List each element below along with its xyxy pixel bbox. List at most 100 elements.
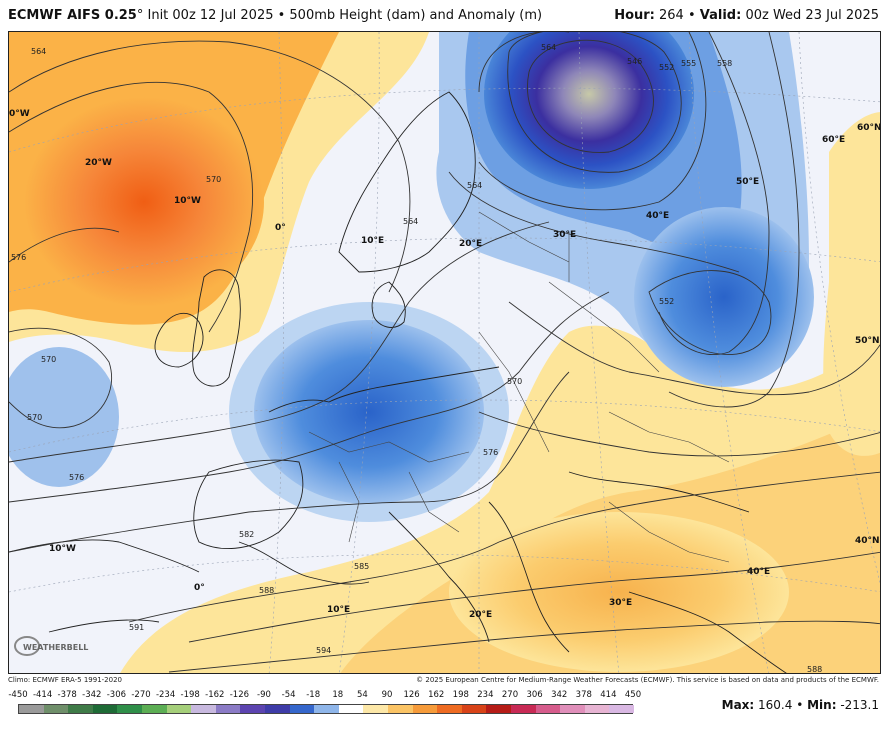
contour-label-group: 564 570 576 570 564 570 576 564 546 552 … xyxy=(11,43,822,674)
colorbar-tick-label: 126 xyxy=(403,690,420,700)
longitude-label: 40°E xyxy=(646,211,669,221)
longitude-label: 20°E xyxy=(469,610,492,620)
colorbar-segment xyxy=(388,705,414,713)
colorbar-segment xyxy=(43,705,69,713)
positive-anomaly-east xyxy=(823,112,880,456)
colorbar-tick-label: 162 xyxy=(428,690,445,700)
colorbar-tick-label: -90 xyxy=(257,690,271,700)
colorbar-tick-label: 234 xyxy=(477,690,494,700)
colorbar-segment xyxy=(363,705,389,713)
trough-center-scandinavia xyxy=(484,32,694,189)
contour-label: 594 xyxy=(316,646,331,655)
longitude-label: 30°E xyxy=(553,230,576,240)
max-label: Max: xyxy=(721,698,755,712)
trough-center-central-europe xyxy=(254,320,484,504)
negative-anomaly-west xyxy=(9,347,119,487)
colorbar-tick-label: 306 xyxy=(526,690,543,700)
colorbar-tick-label: 342 xyxy=(551,690,568,700)
contour-label: 564 xyxy=(467,181,482,190)
contour-label: 555 xyxy=(681,59,696,68)
colorbar-tick-label: -234 xyxy=(155,690,176,700)
colorbar-segment xyxy=(68,705,94,713)
contour-label: 564 xyxy=(541,43,556,52)
colorbar-segment xyxy=(215,705,241,713)
colorbar-segment xyxy=(437,705,463,713)
colorbar-segment xyxy=(535,705,561,713)
graticule xyxy=(9,32,880,673)
colorbar-tick-label: -54 xyxy=(281,690,296,700)
contour-label: 546 xyxy=(627,57,642,66)
init-and-field: Init 00z 12 Jul 2025 • 500mb Height (dam… xyxy=(143,8,543,23)
colorbar-segment xyxy=(142,705,168,713)
longitude-label: 10°E xyxy=(327,605,350,615)
contour-label: 591 xyxy=(129,623,144,632)
contour-label: 552 xyxy=(659,63,674,72)
colorbar-tick-label: 270 xyxy=(501,690,519,700)
max-min-stats: Max: 160.4 • Min: -213.1 xyxy=(722,698,879,712)
min-label: Min: xyxy=(807,698,837,712)
colorbar-tick-labels: -450 -414 -378 -342 -306 -270 -234 -198 -162 -126… xyxy=(8,690,642,702)
contour-label: 570 xyxy=(41,355,56,364)
climo-note: Climo: ECMWF ERA-5 1991-2020 xyxy=(8,676,122,684)
longitude-label: 40°E xyxy=(747,567,770,577)
header: ECMWF AIFS 0.25° Init 00z 12 Jul 2025 • … xyxy=(0,0,889,30)
longitude-label: 0° xyxy=(194,583,205,593)
copyright-note: © 2025 European Centre for Medium-Range … xyxy=(416,676,879,684)
contour-label: 588 xyxy=(807,665,822,674)
degree-sign: ° xyxy=(136,8,144,23)
colorbar-segment xyxy=(560,705,586,713)
contour-label: 582 xyxy=(239,530,254,539)
graticule-label-group: 0°W 20°W 10°W 0° 10°E 20°E 30°E 40°E 50°… xyxy=(9,109,880,620)
latitude-label: 50°N xyxy=(855,336,880,346)
contour-label: 585 xyxy=(354,562,369,571)
colorbar-tick-label: -126 xyxy=(229,690,250,700)
stats-separator: • xyxy=(792,698,808,712)
coastlines xyxy=(9,91,787,673)
weatherbell-logo: WEATHERBELL xyxy=(14,636,88,656)
colorbar-tick-label: -198 xyxy=(180,690,200,700)
longitude-label: 0°W xyxy=(9,109,30,119)
colorbar-tick-label: -18 xyxy=(306,690,321,700)
colorbar-tick-label: -270 xyxy=(131,690,151,700)
latitude-label: 40°N xyxy=(855,536,880,546)
colorbar-segment xyxy=(265,705,291,713)
max-value: 160.4 xyxy=(754,698,793,712)
colorbar-segment xyxy=(609,705,635,713)
hour-value: 264 • xyxy=(654,8,700,23)
country-borders xyxy=(308,211,730,563)
contour-label: 576 xyxy=(11,253,26,262)
valid-value: 00z Wed 23 Jul 2025 xyxy=(741,8,879,23)
height-contours xyxy=(9,32,880,673)
longitude-label: 20°E xyxy=(459,239,482,249)
colorbar-tick-label: 450 xyxy=(624,690,642,700)
colorbar-segment xyxy=(486,705,512,713)
colorbar-segment xyxy=(166,705,192,713)
ridge-center-atlantic xyxy=(24,97,264,307)
colorbar-segment xyxy=(511,705,537,713)
min-value: -213.1 xyxy=(836,698,879,712)
colorbar-tick-label: 90 xyxy=(381,690,393,700)
map-canvas: 564 570 576 570 564 570 576 564 546 552 … xyxy=(9,32,880,674)
colorbar-segment xyxy=(191,705,217,713)
ridge-center-southeast xyxy=(449,512,789,672)
colorbar-tick-label: 54 xyxy=(356,690,368,700)
longitude-label: 50°E xyxy=(736,177,759,187)
colorbar-tick-label: 198 xyxy=(452,690,469,700)
hour-label: Hour: xyxy=(614,8,655,23)
longitude-label: 10°W xyxy=(174,196,201,206)
anomaly-map: 564 570 576 570 564 570 576 564 546 552 … xyxy=(8,31,881,674)
colorbar-gradient xyxy=(18,704,635,714)
model-name: ECMWF AIFS 0.25 xyxy=(8,8,137,23)
valid-label: Valid: xyxy=(699,8,742,23)
contour-label: 576 xyxy=(483,448,498,457)
longitude-label: 10°W xyxy=(49,544,76,554)
colorbar-tick-label: -162 xyxy=(205,690,225,700)
colorbar-tick-label: -378 xyxy=(57,690,77,700)
colorbar-tick-label: -414 xyxy=(32,690,53,700)
colorbar-segment xyxy=(92,705,118,713)
colorbar-segment xyxy=(117,705,143,713)
contour-label: 570 xyxy=(27,413,42,422)
colorbar-tick-label: -306 xyxy=(106,690,127,700)
contour-label: 588 xyxy=(259,586,274,595)
colorbar-tick-label: 378 xyxy=(575,690,592,700)
